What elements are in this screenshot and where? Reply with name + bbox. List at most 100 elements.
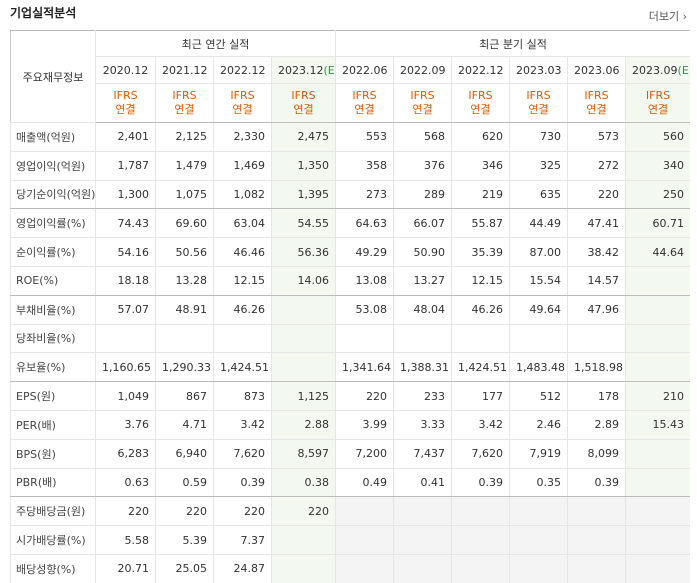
value-cell [625,553,690,583]
value-cell [567,525,627,555]
basis-header: IFRS 연결 [155,83,214,123]
data-row: 영업이익(억원) 1,787 1,479 1,469 1,350 358 376 346 325… [10,150,690,181]
basis-header: IFRS 연결 [393,83,453,123]
value-cell: 0.38 [270,467,337,498]
value-cell: 1,388.31 [393,352,453,383]
value-cell: 64.63 [335,208,395,239]
value-cell [509,525,569,555]
value-cell [270,294,337,325]
value-cell [451,496,511,527]
value-cell: 1,341.64 [335,352,395,383]
data-row: BPS(원) 6,283 6,940 7,620 8,597 7,200 7,437 7,62… [10,438,690,469]
row-label: 시가배당률(%) [10,525,96,555]
value-cell: 0.63 [95,467,156,498]
value-cell [393,496,453,527]
value-cell: 0.49 [335,467,395,498]
period-date: 2022.06 [342,63,388,77]
value-cell: 358 [335,150,395,181]
data-row: EPS(원) 1,049 867 873 1,125 220 233 177 512 178 210 [10,381,690,411]
value-cell [451,323,511,354]
data-row: 매출액(억원) 2,401 2,125 2,330 2,475 553 568 620 730 5… [10,122,690,152]
value-cell: 55.87 [451,208,511,239]
value-cell: 3.42 [213,409,272,440]
value-cell: 220 [270,496,337,527]
value-cell: 376 [393,150,453,181]
value-cell [335,496,395,527]
value-cell: 3.76 [95,409,156,440]
group-header: 최근 분기 실적 [335,30,690,57]
value-cell: 15.43 [625,409,690,440]
value-cell: 220 [95,496,156,527]
value-cell [625,438,690,469]
value-cell: 44.49 [509,208,569,239]
value-cell [625,525,690,555]
corner-header: 주요재무정보 [10,30,96,123]
data-row: 부채비율(%) 57.07 48.91 46.26 53.08 48.04 46.26 49.… [10,294,690,325]
value-cell: 220 [335,381,395,411]
value-cell: 1,049 [95,381,156,411]
estimate-mark: (E) [677,63,690,77]
value-cell: 2,125 [155,122,214,152]
value-cell [95,323,156,354]
value-cell: 219 [451,179,511,210]
value-cell: 15.54 [509,265,569,296]
value-cell: 730 [509,122,569,152]
value-cell: 5.58 [95,525,156,555]
value-cell: 14.06 [270,265,337,296]
value-cell: 1,125 [270,381,337,411]
row-label: 부채비율(%) [10,294,96,325]
value-cell: 50.90 [393,237,453,267]
period-date: 2022.12 [458,63,504,77]
value-cell: 7.37 [213,525,272,555]
row-label: BPS(원) [10,438,96,469]
value-cell [509,323,569,354]
value-cell: 74.43 [95,208,156,239]
value-cell: 220 [213,496,272,527]
row-label: 순이익률(%) [10,237,96,267]
row-label: EPS(원) [10,381,96,411]
data-row: 주당배당금(원) 220 220 220 220 [10,496,690,527]
value-cell: 1,518.98 [567,352,627,383]
value-cell: 60.71 [625,208,690,239]
value-cell: 272 [567,150,627,181]
period-date: 2020.12 [102,63,149,77]
value-cell: 2.88 [270,409,337,440]
basis-header: IFRS 연결 [270,83,337,123]
row-label: 매출액(억원) [10,122,96,152]
value-cell: 12.15 [451,265,511,296]
data-row: 영업이익률(%) 74.43 69.60 63.04 54.55 64.63 66.07 55… [10,208,690,239]
value-cell: 3.33 [393,409,453,440]
period-header: 2023.03 [509,56,569,84]
more-link[interactable]: 더보기 [649,8,687,24]
period-header: 2022.12 [451,56,511,84]
value-cell: 46.26 [451,294,511,325]
value-cell [567,323,627,354]
value-cell [270,352,337,383]
value-cell [451,525,511,555]
value-cell [509,553,569,583]
value-cell [335,553,395,583]
value-cell: 1,424.51 [213,352,272,383]
value-cell: 57.07 [95,294,156,325]
data-row: 유보율(%) 1,160.65 1,290.33 1,424.51 1,341.64 1,… [10,352,690,383]
value-cell: 47.41 [567,208,627,239]
value-cell: 13.08 [335,265,395,296]
row-label: 주당배당금(원) [10,496,96,527]
period-date: 2023.12 [278,63,324,77]
value-cell: 1,075 [155,179,214,210]
value-cell: 7,620 [213,438,272,469]
value-cell: 1,787 [95,150,156,181]
period-header: 2021.12 [155,56,214,84]
period-header: 2023.06 [567,56,627,84]
value-cell: 63.04 [213,208,272,239]
value-cell: 867 [155,381,214,411]
group-header: 최근 연간 실적 [94,30,337,57]
data-row: 배당성향(%) 20.71 25.05 24.87 [10,553,690,583]
value-cell: 178 [567,381,627,411]
data-row: 순이익률(%) 54.16 50.56 46.46 56.36 49.29 50.90 35.… [10,237,690,267]
value-cell: 0.59 [155,467,214,498]
value-cell [625,352,690,383]
value-cell: 1,483.48 [509,352,569,383]
value-cell: 7,919 [509,438,569,469]
